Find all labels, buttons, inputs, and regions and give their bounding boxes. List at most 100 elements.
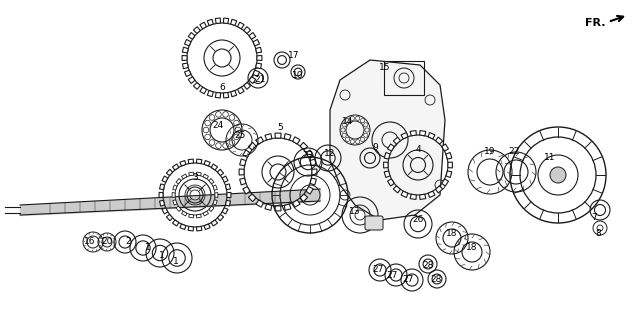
Polygon shape bbox=[211, 164, 218, 170]
Text: 3: 3 bbox=[192, 173, 198, 183]
Polygon shape bbox=[446, 152, 452, 159]
Text: 22: 22 bbox=[508, 147, 520, 156]
Polygon shape bbox=[213, 200, 218, 205]
Polygon shape bbox=[159, 184, 164, 190]
Polygon shape bbox=[203, 211, 209, 216]
Polygon shape bbox=[330, 60, 445, 220]
Polygon shape bbox=[230, 91, 237, 97]
Polygon shape bbox=[200, 87, 207, 94]
Polygon shape bbox=[237, 87, 244, 94]
Polygon shape bbox=[193, 83, 200, 89]
Polygon shape bbox=[428, 133, 435, 139]
Polygon shape bbox=[442, 144, 449, 151]
FancyBboxPatch shape bbox=[365, 216, 383, 230]
Polygon shape bbox=[275, 206, 281, 211]
Polygon shape bbox=[249, 32, 256, 39]
Polygon shape bbox=[420, 194, 426, 199]
Text: 21: 21 bbox=[254, 75, 266, 84]
Text: 12: 12 bbox=[324, 150, 336, 159]
Polygon shape bbox=[253, 40, 259, 46]
Text: 18: 18 bbox=[446, 230, 458, 239]
Polygon shape bbox=[442, 179, 449, 186]
Text: 27: 27 bbox=[372, 265, 384, 274]
Polygon shape bbox=[243, 150, 250, 157]
Polygon shape bbox=[225, 201, 230, 206]
Polygon shape bbox=[204, 160, 210, 166]
Text: 8: 8 bbox=[595, 230, 601, 239]
Polygon shape bbox=[209, 206, 214, 212]
Text: 11: 11 bbox=[544, 154, 556, 163]
Polygon shape bbox=[182, 47, 188, 53]
Text: 5: 5 bbox=[277, 124, 283, 133]
Text: 28: 28 bbox=[422, 260, 434, 269]
Text: 13: 13 bbox=[349, 208, 361, 217]
Polygon shape bbox=[227, 193, 231, 198]
Polygon shape bbox=[184, 70, 191, 77]
Polygon shape bbox=[446, 171, 452, 177]
Polygon shape bbox=[180, 224, 186, 230]
Polygon shape bbox=[410, 131, 416, 136]
Polygon shape bbox=[248, 142, 256, 150]
Text: 23: 23 bbox=[302, 151, 314, 160]
Text: 24: 24 bbox=[212, 121, 223, 130]
Text: 17: 17 bbox=[288, 52, 300, 61]
Polygon shape bbox=[196, 172, 202, 176]
Polygon shape bbox=[448, 162, 452, 168]
Polygon shape bbox=[188, 32, 195, 39]
Polygon shape bbox=[284, 134, 291, 140]
Polygon shape bbox=[223, 92, 228, 98]
Polygon shape bbox=[401, 133, 408, 139]
Text: 25: 25 bbox=[234, 132, 246, 141]
Polygon shape bbox=[222, 176, 228, 182]
Polygon shape bbox=[257, 56, 262, 61]
Polygon shape bbox=[239, 178, 246, 185]
Text: 28: 28 bbox=[430, 276, 442, 285]
Polygon shape bbox=[300, 142, 308, 150]
Polygon shape bbox=[256, 200, 264, 207]
Polygon shape bbox=[243, 187, 250, 194]
Polygon shape bbox=[401, 191, 408, 197]
Polygon shape bbox=[215, 92, 221, 98]
Text: 18: 18 bbox=[467, 243, 477, 252]
Text: 27: 27 bbox=[403, 276, 413, 285]
Text: 4: 4 bbox=[415, 146, 421, 154]
Polygon shape bbox=[284, 204, 291, 210]
Polygon shape bbox=[173, 200, 177, 205]
Polygon shape bbox=[306, 150, 313, 157]
Polygon shape bbox=[218, 169, 223, 176]
Polygon shape bbox=[387, 144, 394, 151]
Polygon shape bbox=[196, 159, 202, 163]
Polygon shape bbox=[203, 174, 209, 179]
Polygon shape bbox=[310, 159, 316, 166]
Text: 20: 20 bbox=[101, 238, 113, 247]
Polygon shape bbox=[193, 27, 200, 33]
Polygon shape bbox=[383, 162, 388, 168]
Polygon shape bbox=[244, 83, 251, 89]
Polygon shape bbox=[188, 77, 195, 83]
Text: 15: 15 bbox=[380, 64, 391, 73]
Polygon shape bbox=[209, 179, 214, 184]
Polygon shape bbox=[306, 187, 313, 194]
Text: 27: 27 bbox=[387, 270, 397, 280]
Polygon shape bbox=[204, 224, 210, 230]
Polygon shape bbox=[200, 22, 207, 29]
Polygon shape bbox=[189, 214, 194, 218]
Text: 26: 26 bbox=[412, 215, 424, 225]
Text: 1: 1 bbox=[159, 252, 165, 260]
Polygon shape bbox=[182, 56, 187, 61]
Polygon shape bbox=[180, 160, 186, 166]
Text: 9: 9 bbox=[372, 143, 378, 153]
Polygon shape bbox=[166, 214, 173, 221]
Polygon shape bbox=[176, 206, 181, 212]
Polygon shape bbox=[275, 133, 281, 138]
Polygon shape bbox=[225, 184, 230, 190]
Polygon shape bbox=[312, 169, 317, 175]
Polygon shape bbox=[222, 208, 228, 214]
Polygon shape bbox=[211, 220, 218, 226]
Polygon shape bbox=[176, 179, 181, 184]
Polygon shape bbox=[182, 174, 187, 179]
Polygon shape bbox=[159, 201, 164, 206]
Polygon shape bbox=[196, 214, 202, 218]
Polygon shape bbox=[292, 200, 300, 207]
Text: 1: 1 bbox=[173, 257, 179, 266]
